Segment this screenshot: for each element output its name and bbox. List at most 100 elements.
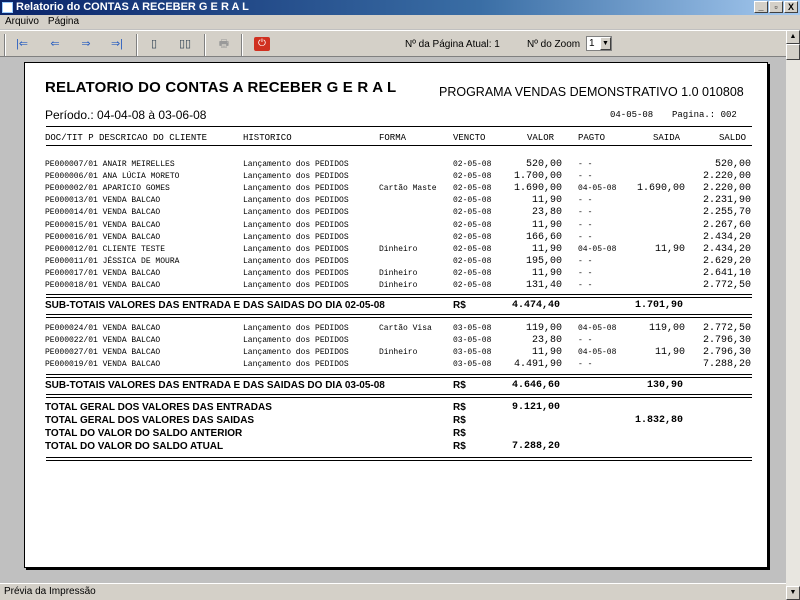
historico-cell: Lançamento dos PEDIDOS [243, 256, 349, 266]
window-title: Relatorio do CONTAS A RECEBER G E R A L [16, 1, 249, 13]
subtotal-saidas: 1.701,90 [634, 300, 683, 312]
pagto-cell: - - [578, 232, 593, 242]
total-label: TOTAL DO VALOR DO SALDO ATUAL [45, 440, 224, 452]
vencto-cell: 03-05-08 [453, 348, 492, 358]
last-page-button[interactable]: ⇒| [109, 37, 125, 51]
historico-cell: Lançamento dos PEDIDOS [243, 281, 349, 290]
zoom-value: 1 [589, 38, 595, 49]
print-button[interactable]: 🖶 [216, 37, 232, 51]
zoom-select[interactable]: 1 ▼ [586, 36, 612, 51]
saldo-cell: 2.772,50 [702, 323, 751, 335]
divider [46, 393, 752, 398]
saldo-cell: 2.434,20 [702, 231, 751, 243]
col-vencto: VENCTO [453, 133, 486, 143]
pagto-cell: 04-05-08 [578, 348, 617, 358]
prev-page-icon: ⇐ [50, 38, 60, 50]
table-row: PE000011/01 JÉSSICA DE MOURA Lançamento d… [25, 255, 769, 269]
total-currency: R$ [453, 414, 466, 426]
subtotal-currency: R$ [453, 379, 466, 391]
vencto-cell: 02-05-08 [453, 232, 492, 242]
doc-cell: PE000022/01 VENDA BALCAO [45, 336, 161, 346]
app-icon [2, 2, 13, 13]
historico-cell: Lançamento dos PEDIDOS [243, 208, 349, 218]
saida-cell: 11,90 [654, 347, 685, 359]
saldo-cell: 2.267,60 [702, 219, 751, 231]
doc-cell: PE000014/01 VENDA BALCAO [45, 208, 161, 218]
pagto-cell: - - [578, 268, 593, 278]
total-currency: R$ [453, 427, 466, 439]
saldo-cell: 520,00 [714, 159, 751, 170]
maximize-button[interactable]: ▫ [769, 1, 783, 13]
scroll-thumb[interactable] [786, 44, 800, 60]
vencto-cell: 03-05-08 [453, 336, 492, 346]
single-page-button[interactable]: ▯ [146, 37, 162, 51]
total-label: TOTAL DO VALOR DO SALDO ANTERIOR [45, 427, 243, 439]
col-saldo: SALDO [719, 133, 747, 143]
total-label: TOTAL GERAL DOS VALORES DAS ENTRADAS [45, 401, 272, 413]
pagto-cell: - - [578, 160, 593, 169]
vertical-scrollbar[interactable]: ▲ ▼ [786, 30, 800, 600]
valor-cell: 23,80 [531, 335, 562, 347]
valor-cell: 11,90 [531, 347, 562, 359]
minimize-button[interactable]: _ [754, 1, 768, 13]
next-page-button[interactable]: ⇒ [78, 37, 94, 51]
valor-cell: 166,60 [525, 231, 562, 243]
vencto-cell: 02-05-08 [453, 268, 492, 278]
report-date: 04-05-08 [610, 110, 654, 120]
table-row: PE000007/01 ANAIR MEIRELLES Lançamento do… [25, 159, 769, 172]
subtotal-label: SUB-TOTAIS VALORES DAS ENTRADA E DAS SAI… [45, 300, 385, 312]
vencto-cell: 03-05-08 [453, 324, 492, 334]
vencto-cell: 02-05-08 [453, 220, 492, 230]
close-report-button[interactable]: ⏻ [254, 37, 270, 51]
pagto-cell: - - [578, 208, 593, 218]
table-row: PE000006/01 ANA LÚCIA MORETO Lançamento d… [25, 171, 769, 184]
menu-arquivo[interactable]: Arquivo [5, 16, 39, 27]
saldo-cell: 2.796,30 [702, 347, 751, 359]
scroll-up-button[interactable]: ▲ [786, 30, 800, 44]
last-page-icon: ⇒| [110, 38, 124, 50]
report-title: RELATORIO DO CONTAS A RECEBER G E R A L [45, 79, 397, 96]
pagto-cell: 04-05-08 [578, 244, 617, 254]
vencto-cell: 03-05-08 [453, 360, 492, 370]
table-row: PE000024/01 VENDA BALCAO Lançamento dos P… [25, 323, 769, 336]
table-row: PE000017/01 VENDA BALCAO Lançamento dos P… [25, 268, 769, 281]
two-pages-icon: ▯▯ [178, 38, 192, 50]
valor-cell: 11,90 [531, 243, 562, 255]
table-row: PE000016/01 VENDA BALCAO Lançamento dos P… [25, 231, 769, 245]
pagto-cell: - - [578, 256, 593, 266]
subtotal-label: SUB-TOTAIS VALORES DAS ENTRADA E DAS SAI… [45, 379, 385, 391]
total-currency: R$ [453, 440, 466, 452]
table-row: PE000019/01 VENDA BALCAO Lançamento dos P… [25, 359, 769, 372]
doc-cell: PE000013/01 VENDA BALCAO [45, 196, 161, 206]
close-button[interactable]: X [784, 1, 798, 13]
vencto-cell: 02-05-08 [453, 196, 492, 206]
total-saidas: 1.832,80 [634, 414, 683, 426]
saida-cell: 1.690,00 [636, 183, 685, 195]
vencto-cell: 02-05-08 [453, 184, 492, 194]
title-bar: Relatorio do CONTAS A RECEBER G E R A L … [0, 0, 800, 15]
forma-cell: Dinheiro [379, 268, 418, 278]
menu-pagina[interactable]: Página [47, 16, 80, 27]
forma-cell: Cartão Visa [379, 324, 432, 334]
page-icon: ▯ [150, 38, 158, 50]
col-doc: DOC/TIT P DESCRICAO DO CLIENTE [45, 133, 208, 143]
valor-cell: 520,00 [525, 159, 562, 170]
scroll-down-button[interactable]: ▼ [786, 586, 800, 600]
valor-cell: 195,00 [525, 255, 562, 267]
prev-page-button[interactable]: ⇐ [47, 37, 63, 51]
two-pages-button[interactable]: ▯▯ [177, 37, 193, 51]
col-valor: VALOR [527, 133, 555, 143]
historico-cell: Lançamento dos PEDIDOS [243, 324, 349, 334]
historico-cell: Lançamento dos PEDIDOS [243, 196, 349, 206]
pagto-cell: - - [578, 281, 593, 290]
printer-icon: 🖶 [218, 38, 230, 50]
doc-cell: PE000012/01 CLIENTE TESTE [45, 244, 166, 254]
valor-cell: 119,00 [525, 323, 562, 335]
doc-cell: PE000011/01 JÉSSICA DE MOURA [45, 256, 180, 266]
historico-cell: Lançamento dos PEDIDOS [243, 244, 349, 254]
toolbar: |⇐ ⇐ ⇒ ⇒| ▯ ▯▯ 🖶 ⏻ Nº da Página Atual: 1… [0, 30, 786, 57]
historico-cell: Lançamento dos PEDIDOS [243, 232, 349, 242]
doc-cell: PE000015/01 VENDA BALCAO [45, 220, 161, 230]
valor-cell: 23,80 [531, 207, 562, 219]
first-page-button[interactable]: |⇐ [14, 37, 30, 51]
